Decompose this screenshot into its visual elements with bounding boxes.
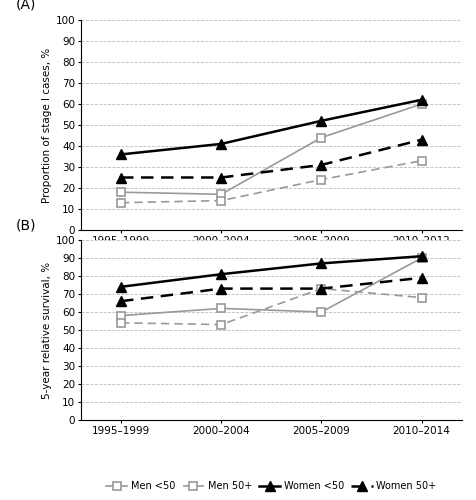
Y-axis label: 5-year relative survival, %: 5-year relative survival, %: [41, 262, 51, 398]
Legend: Men <50, Men 50+, Women <50, Women 50+: Men <50, Men 50+, Women <50, Women 50+: [102, 478, 440, 495]
Text: (B): (B): [16, 219, 37, 233]
Y-axis label: Proportion of stage I cases, %: Proportion of stage I cases, %: [41, 48, 51, 203]
Text: (A): (A): [16, 0, 37, 12]
